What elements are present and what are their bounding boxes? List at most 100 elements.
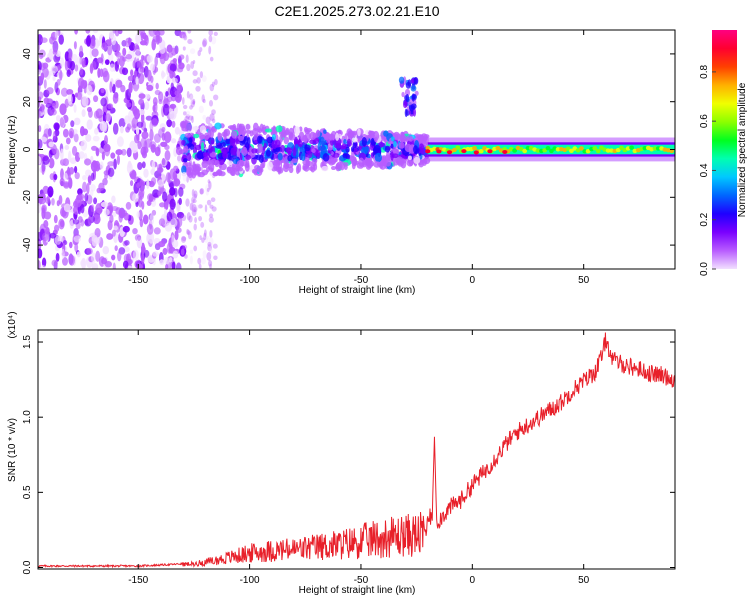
heatmap-cell: [166, 119, 173, 128]
heatmap-cell: [193, 193, 197, 200]
heatmap-cell: [172, 250, 179, 259]
heatmap-cell: [285, 147, 291, 154]
heatmap-cell: [191, 209, 197, 217]
heatmap-cell: [211, 109, 216, 115]
heatmap-cell: [286, 163, 294, 169]
heatmap-cell: [208, 260, 213, 267]
heatmap-cell: [199, 235, 202, 240]
heatmap-cell: [93, 127, 99, 135]
heatmap-cell: [112, 92, 119, 104]
heatmap-cell: [173, 77, 178, 84]
heatmap-cell: [259, 143, 263, 154]
heatmap-cell: [119, 55, 125, 68]
heatmap-cell: [413, 76, 419, 85]
heatmap-cell: [293, 126, 301, 135]
heatmap-cell: [367, 130, 376, 136]
heatmap-cell: [40, 37, 48, 43]
heatmap-cell: [193, 245, 198, 252]
heatmap-cell: [86, 183, 90, 195]
heatmap-cell: [174, 126, 180, 135]
heatmap-cell: [200, 221, 205, 228]
heatmap-cell: [302, 163, 308, 170]
heatmap-cell: [95, 250, 101, 262]
heatmap-cell: [204, 237, 209, 243]
colorbar-tick-label: 0.8: [699, 64, 710, 78]
heatmap-cell: [55, 252, 60, 262]
heatmap-cell: [170, 218, 178, 228]
heatmap-cell: [63, 172, 68, 181]
heatmap-cell: [80, 259, 86, 267]
heatmap-cell: [339, 161, 345, 171]
heatmap-cell: [45, 103, 53, 109]
heatmap-cell: [138, 93, 146, 99]
heatmap-cell: [391, 136, 395, 142]
y-tick-label: -40: [22, 237, 33, 252]
heatmap-cell: [122, 225, 130, 233]
heatmap-cell: [187, 30, 192, 34]
heatmap-cell: [121, 148, 127, 156]
heatmap-cell: [195, 165, 200, 175]
heatmap-cell: [46, 87, 54, 95]
heatmap-cell: [147, 69, 152, 82]
heatmap-cell: [171, 47, 177, 56]
heatmap-cell: [175, 262, 182, 269]
heatmap-cell: [199, 71, 204, 79]
heatmap-cell: [150, 177, 157, 186]
heatmap-cell: [208, 216, 214, 223]
heatmap-cell: [231, 130, 238, 139]
heatmap-cell: [132, 227, 138, 235]
heatmap-cell: [257, 135, 263, 144]
heatmap-cell: [141, 161, 146, 169]
heatmap-cell: [48, 48, 54, 61]
heatmap-cell: [180, 248, 185, 256]
heatmap-cell: [150, 63, 155, 72]
heatmap-cell: [182, 46, 186, 51]
heatmap-cell: [342, 153, 348, 159]
heatmap-cell: [79, 67, 84, 76]
heatmap-cell: [116, 57, 121, 66]
heatmap-cell: [139, 40, 148, 46]
y-tick-label: -20: [22, 190, 33, 205]
heatmap-cell: [67, 51, 73, 62]
heatmap-cell: [74, 30, 78, 35]
heatmap-cell: [179, 31, 186, 39]
heatmap-cell: [173, 178, 181, 187]
heatmap-cell: [155, 52, 161, 58]
heatmap-cell: [42, 62, 49, 69]
heatmap-cell: [151, 118, 159, 127]
heatmap-cell: [138, 59, 144, 69]
heatmap-cell: [188, 137, 193, 145]
heatmap-cell: [188, 215, 193, 223]
heatmap-cell: [502, 150, 508, 154]
heatmap-cell: [38, 248, 43, 259]
heatmap-cell: [115, 43, 121, 52]
heatmap-cell: [244, 162, 250, 172]
heatmap-cell: [80, 219, 85, 227]
heatmap-cell: [182, 244, 188, 250]
heatmap-cell: [140, 146, 147, 156]
heatmap-cell: [41, 257, 47, 268]
heatmap-cell: [73, 104, 77, 113]
x-tick-label: -100: [240, 275, 260, 286]
heatmap-cell: [157, 240, 166, 248]
heatmap-cell: [84, 193, 89, 202]
heatmap-cell: [90, 252, 97, 264]
heatmap-cell: [579, 146, 584, 151]
heatmap-cell: [112, 262, 116, 269]
heatmap-cell: [213, 94, 219, 101]
heatmap-cell: [193, 133, 200, 139]
chart-title: C2E1.2025.273.02.21.E10: [274, 3, 439, 19]
heatmap-cell: [176, 216, 183, 228]
heatmap-cell: [182, 111, 187, 116]
y-tick-label: 20: [22, 96, 33, 108]
heatmap-cell: [140, 54, 145, 61]
heatmap-cell: [186, 152, 192, 162]
heatmap-cell: [74, 242, 79, 253]
heatmap-cell: [202, 114, 207, 120]
heatmap-cell: [412, 108, 417, 117]
heatmap-cell: [41, 232, 49, 242]
heatmap-cell: [189, 255, 193, 265]
heatmap-cell: [100, 97, 108, 107]
heatmap-cell: [236, 150, 241, 159]
heatmap-cell: [311, 148, 316, 154]
